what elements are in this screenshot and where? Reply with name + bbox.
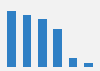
Bar: [22, 15, 31, 67]
Bar: [54, 29, 62, 67]
Bar: [7, 11, 16, 67]
Bar: [69, 58, 78, 67]
Bar: [38, 19, 46, 67]
Bar: [84, 63, 93, 67]
